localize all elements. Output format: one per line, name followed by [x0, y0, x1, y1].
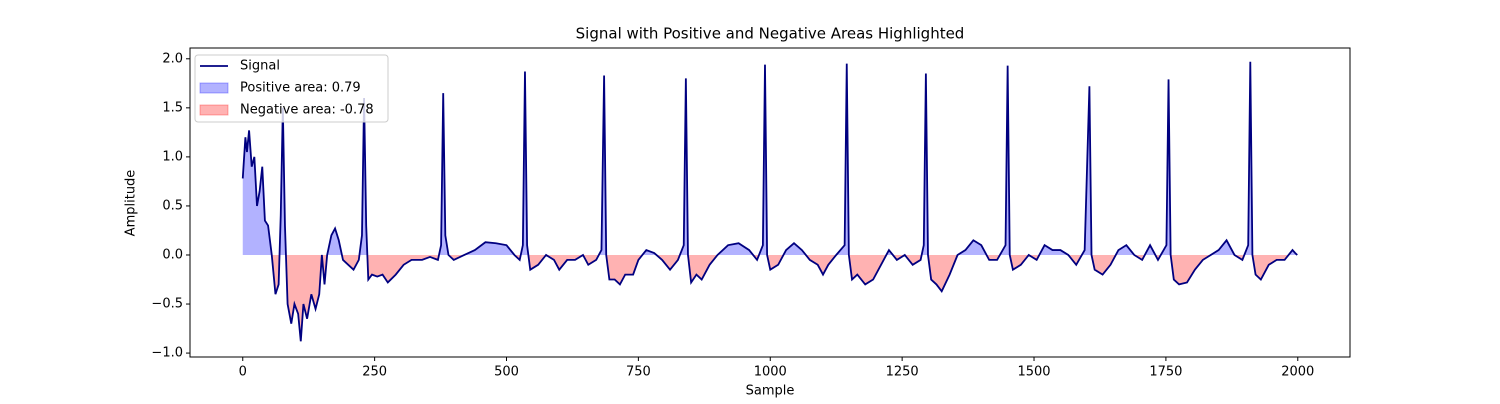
y-tick-label: −0.5: [151, 297, 183, 312]
x-tick-label: 1000: [754, 365, 787, 380]
legend-swatch: [199, 82, 229, 94]
y-tick-label: −1.0: [151, 346, 183, 361]
y-tick-label: 0.0: [162, 247, 183, 262]
area-fill: [242, 61, 1298, 255]
x-tick-label: 250: [362, 365, 387, 380]
x-tick-label: 0: [239, 365, 247, 380]
y-axis-label: Amplitude: [124, 170, 139, 237]
y-tick-label: 1.0: [162, 149, 183, 164]
x-tick-label: 1250: [886, 365, 919, 380]
x-tick-label: 750: [626, 365, 651, 380]
x-axis-label: Sample: [746, 384, 795, 399]
legend-swatch: [199, 104, 229, 116]
x-tick-label: 1750: [1149, 365, 1182, 380]
legend-label: Positive area: 0.79: [240, 81, 361, 96]
legend-box: [194, 54, 389, 123]
chart-title: Signal with Positive and Negative Areas …: [576, 25, 965, 43]
y-tick-label: 0.5: [162, 198, 183, 213]
x-tick-label: 1500: [1017, 365, 1050, 380]
x-tick-label: 500: [494, 365, 519, 380]
y-tick-label: 1.5: [162, 100, 183, 115]
legend-label: Signal: [240, 59, 280, 74]
plot-frame: [189, 47, 1351, 358]
legend: Signal Positive area: 0.79 Negative area: …: [194, 54, 389, 123]
y-tick-label: 2.0: [162, 51, 183, 66]
signal-line: [241, 61, 1298, 342]
legend-label: Negative area: -0.78: [240, 103, 374, 118]
area-fill: [242, 254, 1298, 342]
x-tick-label: 2000: [1281, 365, 1314, 380]
